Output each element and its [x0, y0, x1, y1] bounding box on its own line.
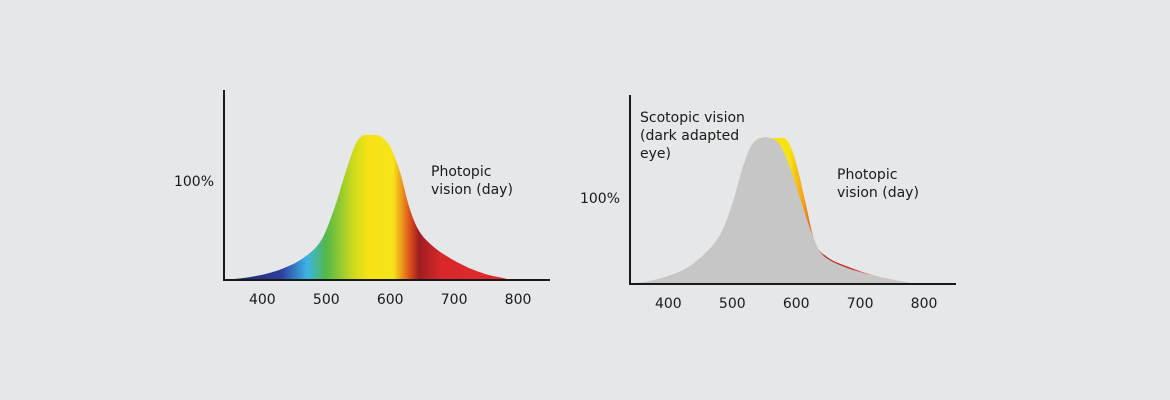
x-tick-label: 600	[783, 296, 810, 312]
x-tick-label: 800	[911, 296, 938, 312]
x-tick-label: 500	[719, 296, 746, 312]
annotation-line: eye)	[640, 146, 671, 162]
sensitivity-curve-area-1	[630, 137, 918, 284]
annotation-photopic: Photopic vision (day)	[837, 167, 919, 201]
x-tick-label: 800	[505, 292, 532, 308]
x-tick-label: 700	[847, 296, 874, 312]
sensitivity-curve-area-0	[224, 134, 512, 280]
x-tick-label: 600	[377, 292, 404, 308]
annotation-line: vision (day)	[837, 185, 919, 201]
annotation-scotopic: Scotopic vision (dark adapted eye)	[640, 110, 745, 162]
scotopic-photopic-chart: 400 500 600 700 800 100% Scotopic vision (dark …	[580, 95, 956, 312]
annotation-photopic: Photopic vision (day)	[431, 164, 513, 198]
y-tick-label-100: 100%	[580, 191, 620, 207]
x-tick-label: 400	[655, 296, 682, 312]
annotation-line: Photopic	[431, 164, 491, 180]
y-tick-label-100: 100%	[174, 174, 214, 190]
photopic-chart: 400 500 600 700 800 100% Photopic vision (day)	[174, 90, 550, 308]
annotation-line: Photopic	[837, 167, 897, 183]
x-tick-label: 500	[313, 292, 340, 308]
x-tick-label: 700	[441, 292, 468, 308]
x-tick-label: 400	[249, 292, 276, 308]
annotation-line: vision (day)	[431, 182, 513, 198]
annotation-line: Scotopic vision	[640, 110, 745, 126]
annotation-line: (dark adapted	[640, 128, 739, 144]
